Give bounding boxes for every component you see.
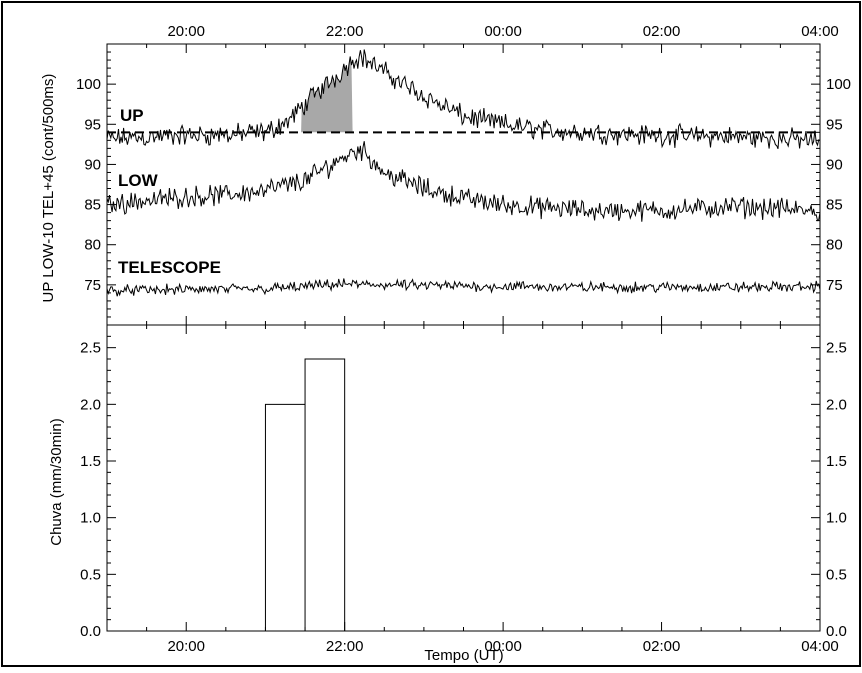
top-panel: 20:00 22:00 00:00 02:00 04:00 75 75 80 80 85 85 90 9… bbox=[40, 23, 851, 326]
bottom-y-tick-label-right: 0.5 bbox=[826, 566, 847, 583]
top-y-tick-label-left: 90 bbox=[84, 156, 101, 173]
bottom-x-tick-label: 04:00 bbox=[801, 638, 839, 655]
top-y-tick-label-left: 85 bbox=[84, 197, 101, 214]
bottom-y-tick-label-left: 2.5 bbox=[80, 340, 101, 357]
top-y-tick-label-left: 100 bbox=[76, 76, 101, 93]
bottom-y-tick-label-right: 0.0 bbox=[826, 623, 847, 640]
bottom-y-tick-label-left: 2.0 bbox=[80, 396, 101, 413]
top-y-tick-label-right: 95 bbox=[826, 116, 843, 133]
top-y-tick-label-left: 95 bbox=[84, 116, 101, 133]
up-excess-shaded-area bbox=[301, 56, 353, 133]
series-label-telescope: TELESCOPE bbox=[118, 258, 221, 277]
top-panel-ticks: 20:00 22:00 00:00 02:00 04:00 75 75 80 80 85 85 90 9… bbox=[76, 23, 851, 325]
bottom-y-tick-label-left: 0.0 bbox=[80, 623, 101, 640]
top-y-tick-label-left: 80 bbox=[84, 237, 101, 254]
bottom-y-tick-label-left: 0.5 bbox=[80, 566, 101, 583]
bottom-y-axis-label: Chuva (mm/30min) bbox=[48, 418, 65, 546]
top-x-tick-label: 22:00 bbox=[326, 23, 364, 40]
top-y-tick-label-right: 90 bbox=[826, 156, 843, 173]
bottom-x-tick-label: 20:00 bbox=[167, 638, 205, 655]
bottom-y-tick-label-right: 2.5 bbox=[826, 340, 847, 357]
up-series-line bbox=[106, 49, 821, 149]
rain-bars bbox=[264, 358, 346, 631]
top-y-tick-label-right: 75 bbox=[826, 277, 843, 294]
top-x-tick-label: 02:00 bbox=[643, 23, 681, 40]
top-x-tick-label: 04:00 bbox=[801, 23, 839, 40]
series-label-up: UP bbox=[120, 106, 144, 125]
bottom-x-tick-label: 02:00 bbox=[643, 638, 681, 655]
bottom-panel: 20:00 22:00 00:00 02:00 04:000.0 0.00.5 0.51.0… bbox=[48, 324, 847, 664]
bottom-y-tick-label-right: 1.0 bbox=[826, 510, 847, 527]
bottom-y-tick-label-right: 2.0 bbox=[826, 396, 847, 413]
x-axis-label: Tempo (UT) bbox=[424, 647, 503, 664]
top-x-tick-label: 20:00 bbox=[167, 23, 205, 40]
top-y-axis-label: UP LOW-10 TEL+45 (cont/500ms) bbox=[40, 74, 57, 303]
bottom-x-tick-label: 22:00 bbox=[326, 638, 364, 655]
top-x-tick-label: 00:00 bbox=[484, 23, 522, 40]
bottom-y-tick-label-left: 1.0 bbox=[80, 510, 101, 527]
bottom-panel-frame bbox=[106, 324, 821, 632]
low-series-line bbox=[106, 141, 821, 222]
top-y-tick-label-right: 100 bbox=[826, 76, 851, 93]
bottom-y-tick-label-right: 1.5 bbox=[826, 453, 847, 470]
bottom-y-tick-label-left: 1.5 bbox=[80, 453, 101, 470]
top-y-tick-label-right: 80 bbox=[826, 237, 843, 254]
telescope-series-line bbox=[106, 278, 821, 297]
top-y-tick-label-left: 75 bbox=[84, 277, 101, 294]
bottom-x-tick-label: 00:00 bbox=[484, 638, 522, 655]
bottom-panel-ticks: 20:00 22:00 00:00 02:00 04:000.0 0.00.5 0.51.0… bbox=[80, 325, 847, 655]
series-label-low: LOW bbox=[118, 171, 159, 190]
top-y-tick-label-right: 85 bbox=[826, 197, 843, 214]
